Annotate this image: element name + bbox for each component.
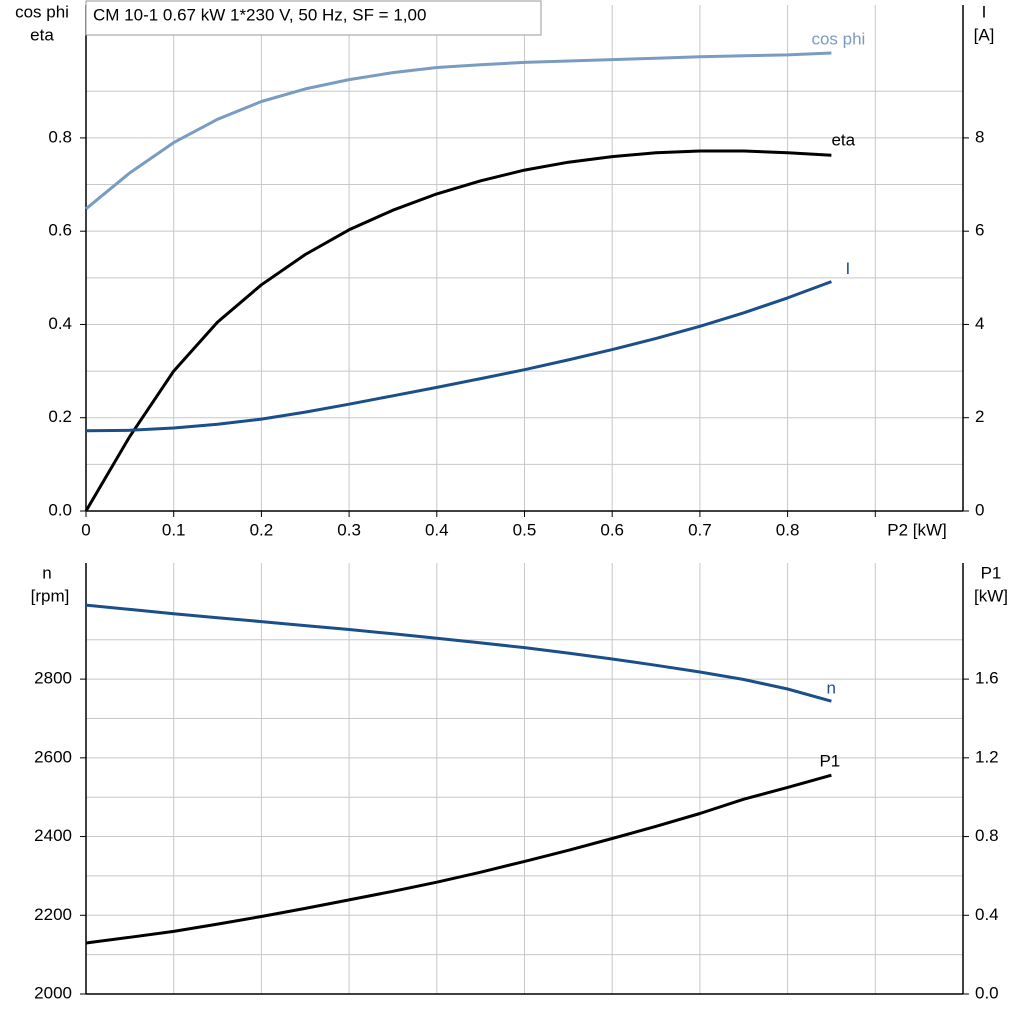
y2-tick-label: 0.4: [975, 905, 999, 924]
x-tick-label: 0.4: [425, 520, 449, 539]
y-axis-label: eta: [30, 25, 54, 44]
x-tick-label: 0: [81, 520, 90, 539]
y-tick-label: 0.2: [48, 407, 72, 426]
line-series: [84, 149, 832, 512]
line-series: [85, 603, 832, 703]
y2-tick-label: 4: [975, 314, 984, 333]
y-tick-label: 0.8: [48, 127, 72, 146]
y2-tick-label: 0.8: [975, 826, 999, 845]
series-label: n: [826, 679, 835, 698]
y2-tick-label: 1.6: [975, 669, 999, 688]
y2-axis-label: [A]: [974, 25, 995, 44]
y2-tick-label: 0: [975, 500, 984, 519]
y2-tick-label: 8: [975, 127, 984, 146]
y-tick-label: 2800: [34, 669, 72, 688]
y2-tick-label: 6: [975, 221, 984, 240]
y2-tick-label: 1.2: [975, 747, 999, 766]
x-tick-label: 0.7: [688, 520, 712, 539]
x-tick-label: 0.3: [337, 520, 361, 539]
line-series: [85, 280, 832, 433]
line-series: [85, 773, 832, 945]
chart-title: CM 10-1 0.67 kW 1*230 V, 50 Hz, SF = 1,0…: [93, 5, 426, 24]
y-axis-label: cos phi: [15, 2, 69, 21]
series-label: I: [845, 259, 850, 278]
y-axis-label: n: [42, 563, 51, 582]
y-tick-label: 0.0: [48, 500, 72, 519]
x-tick-label: 0.8: [776, 520, 800, 539]
y-tick-label: 0.6: [48, 221, 72, 240]
x-tick-label: 0.1: [162, 520, 186, 539]
series-label: P1: [819, 752, 840, 771]
x-axis-label: P2 [kW]: [887, 520, 947, 539]
y2-tick-label: 0.0: [975, 983, 999, 1002]
y2-tick-label: 2: [975, 407, 984, 426]
y2-axis-label: P1: [981, 563, 1002, 582]
y-tick-label: 0.4: [48, 314, 72, 333]
y-tick-label: 2400: [34, 826, 72, 845]
y2-axis-label: I: [982, 2, 987, 21]
series-label: cos phi: [811, 30, 865, 49]
y-tick-label: 2200: [34, 905, 72, 924]
y-tick-label: 2000: [34, 983, 72, 1002]
y-axis-label: [rpm]: [31, 586, 70, 605]
x-tick-label: 0.5: [513, 520, 537, 539]
y2-axis-label: [kW]: [974, 586, 1008, 605]
x-tick-label: 0.6: [600, 520, 624, 539]
series-label: eta: [831, 131, 855, 150]
title-box: [85, 0, 542, 36]
line-series: [85, 51, 832, 210]
x-tick-label: 0.2: [250, 520, 274, 539]
y-tick-label: 2600: [34, 747, 72, 766]
